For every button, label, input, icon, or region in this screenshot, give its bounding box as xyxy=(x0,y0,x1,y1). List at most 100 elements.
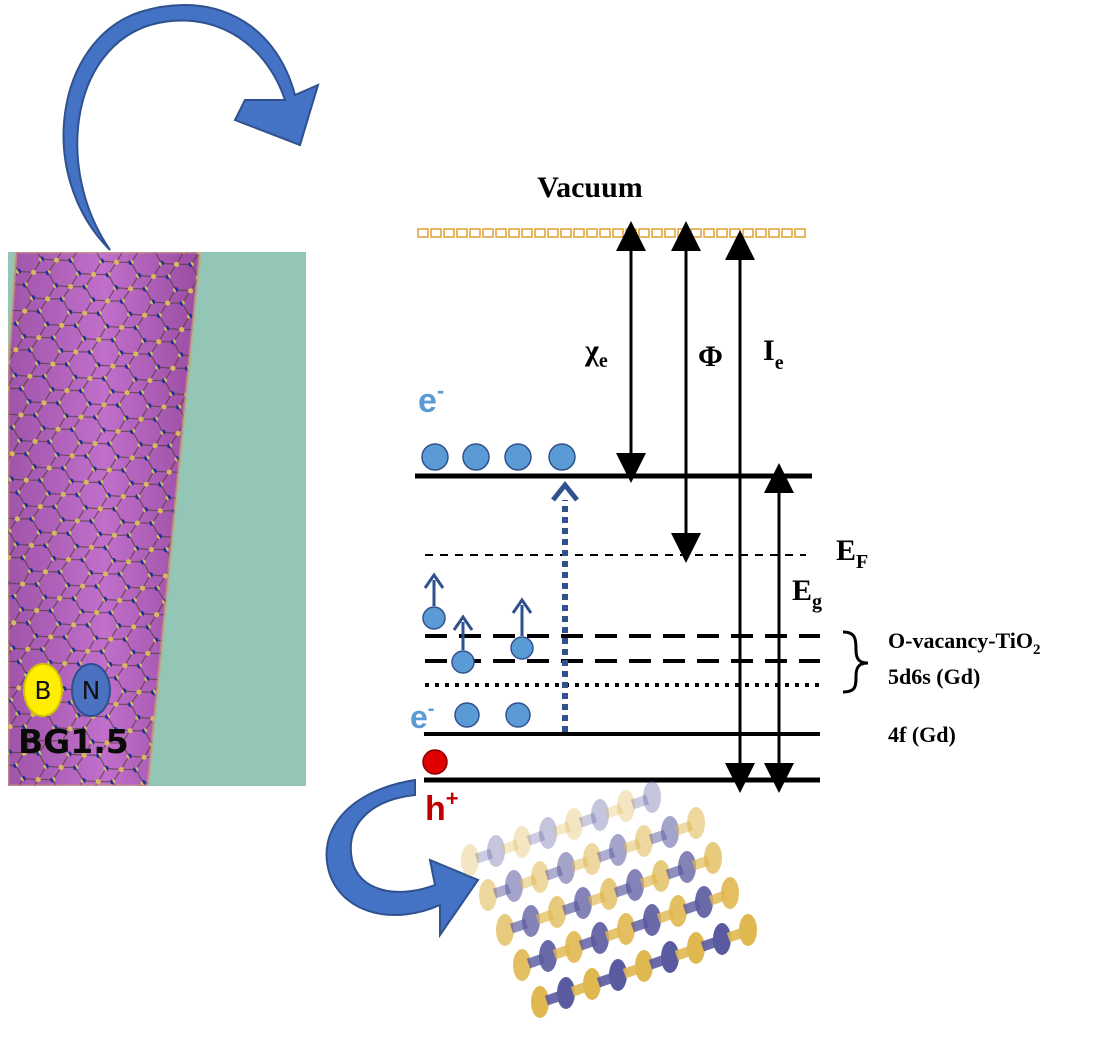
sheet-bond xyxy=(604,803,624,819)
sheet-atom xyxy=(539,817,557,849)
electron-dot xyxy=(421,443,449,471)
gd-4f-label: 4f (Gd) xyxy=(888,722,956,747)
sheet-atom xyxy=(513,826,531,858)
sheet-atom xyxy=(739,914,757,946)
sheet-atom xyxy=(513,949,531,981)
vacuum-dash xyxy=(443,228,455,238)
sheet-atom xyxy=(626,869,644,901)
sheet-atom xyxy=(617,790,635,822)
electron-label-bottom: e- xyxy=(410,698,434,735)
sheet-atom xyxy=(539,940,557,972)
sheet-atom xyxy=(704,842,722,874)
electron-dot xyxy=(504,443,532,471)
vacuum-dash xyxy=(612,228,624,238)
vacuum-dash xyxy=(664,228,676,238)
sheet-atom xyxy=(721,877,739,909)
sheet-atom xyxy=(531,986,549,1018)
layered-sheets-illustration xyxy=(461,781,757,1018)
sheet-atom xyxy=(609,959,627,991)
conduction-electrons xyxy=(421,443,576,471)
sheet-atom xyxy=(565,808,583,840)
electron-affinity-label: χe xyxy=(584,334,608,372)
vacuum-dash xyxy=(482,228,494,238)
fermi-level-label: EF xyxy=(836,534,868,573)
electron-dot xyxy=(548,443,576,471)
sheet-atom xyxy=(591,922,609,954)
sheet-atom xyxy=(713,923,731,955)
curved-arrow-bottom-icon xyxy=(325,778,480,939)
nanotube-body xyxy=(8,252,202,786)
sheet-bond xyxy=(630,794,650,810)
sheet-atom xyxy=(565,931,583,963)
sample-label: BG1.5 xyxy=(18,722,129,761)
sheet-atom xyxy=(583,968,601,1000)
sheet-atom xyxy=(548,896,566,928)
sheet-atom xyxy=(583,843,601,875)
sheet-atom xyxy=(635,950,653,982)
electron-dot xyxy=(422,606,446,630)
ionization-energy-label: Ie xyxy=(763,334,784,374)
vacuum-dash xyxy=(729,228,741,238)
vacuum-dash xyxy=(417,228,429,238)
up-arrowhead-icon xyxy=(423,572,445,589)
sheet-atom xyxy=(522,905,540,937)
sheet-atom xyxy=(635,825,653,857)
vacuum-dash xyxy=(768,228,780,238)
up-arrowhead-icon xyxy=(511,597,533,614)
sheet-atom xyxy=(574,887,592,919)
sheet-bond xyxy=(526,830,546,846)
curved-arrow-top-icon xyxy=(62,3,320,251)
hole-label: h+ xyxy=(425,786,459,828)
vacuum-dash xyxy=(651,228,663,238)
electron-dot xyxy=(510,636,534,660)
sheet-atom xyxy=(687,932,705,964)
vacuum-level xyxy=(417,228,806,238)
vacuum-dash xyxy=(755,228,767,238)
electron-dot xyxy=(454,702,480,728)
sheet-atom xyxy=(652,860,670,892)
electron-dot xyxy=(462,443,490,471)
electron-label-top: e- xyxy=(418,378,444,420)
vacuum-dash xyxy=(625,228,637,238)
vacuum-dash xyxy=(677,228,689,238)
sheet-atom xyxy=(487,835,505,867)
defect-label-1: O-vacancy-TiO2 xyxy=(888,628,1041,658)
vacuum-dash xyxy=(573,228,585,238)
vacuum-dash xyxy=(638,228,650,238)
sheet-atom xyxy=(609,834,627,866)
sheet-atom xyxy=(643,904,661,936)
sheet-atom xyxy=(687,807,705,839)
up-arrowhead-icon xyxy=(452,614,474,631)
vacuum-dash xyxy=(742,228,754,238)
vacuum-dash xyxy=(469,228,481,238)
boron-legend-text: B xyxy=(34,675,52,705)
sheet-atom xyxy=(661,941,679,973)
sheet-atom xyxy=(479,879,497,911)
sheet-atom xyxy=(461,844,479,876)
hole-dot xyxy=(422,749,448,775)
vacuum-dash xyxy=(430,228,442,238)
sheet-atom xyxy=(557,852,575,884)
vacuum-dash xyxy=(703,228,715,238)
vacuum-dash xyxy=(560,228,572,238)
vacuum-dash xyxy=(547,228,559,238)
vacuum-dash xyxy=(781,228,793,238)
excitation-arrowhead-icon xyxy=(551,480,579,502)
vacuum-dash xyxy=(690,228,702,238)
sheet-atom xyxy=(695,886,713,918)
sheet-atom xyxy=(661,816,679,848)
vacuum-dash xyxy=(716,228,728,238)
sheet-atom xyxy=(496,914,514,946)
defect-electrons xyxy=(422,572,534,674)
brace-icon xyxy=(842,630,869,694)
vacuum-dash xyxy=(534,228,546,238)
nitrogen-legend-oval: N xyxy=(71,663,111,717)
sheet-bond xyxy=(474,848,494,864)
vacuum-dash xyxy=(495,228,507,238)
work-function-label: Φ xyxy=(698,340,723,373)
vacuum-dash xyxy=(521,228,533,238)
nitrogen-legend-text: N xyxy=(81,675,101,705)
sheet-atom xyxy=(678,851,696,883)
